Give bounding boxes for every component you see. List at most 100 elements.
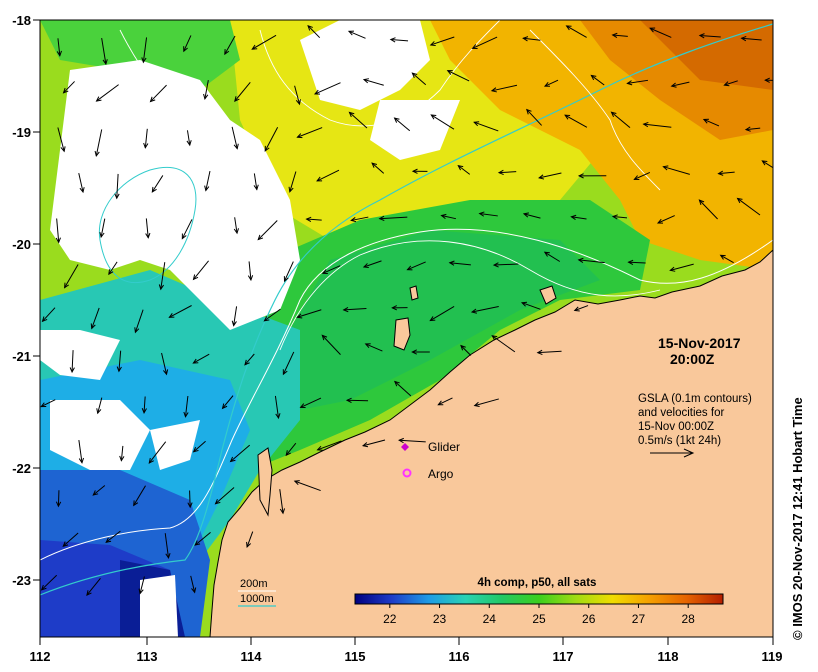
date-label: 15-Nov-2017 — [658, 335, 741, 351]
velocity-arrow — [670, 263, 694, 271]
velocity-arrow — [96, 84, 119, 102]
velocity-arrow — [657, 215, 675, 224]
velocity-arrow-head — [99, 232, 105, 239]
velocity-arrow — [472, 36, 498, 49]
velocity-arrow — [491, 84, 518, 92]
velocity-arrow — [297, 127, 323, 138]
velocity-arrow-head — [108, 269, 114, 276]
velocity-arrow-head — [296, 133, 303, 139]
velocity-arrow — [194, 532, 211, 546]
velocity-arrow — [379, 216, 408, 220]
velocity-arrow-head — [251, 44, 258, 50]
velocity-arrow — [134, 309, 144, 333]
velocity-arrow — [479, 212, 498, 217]
velocity-arrow-head — [102, 59, 108, 66]
cloud-west-2 — [50, 400, 150, 470]
velocity-arrow-head — [391, 305, 398, 311]
velocity-arrow — [430, 306, 455, 322]
velocity-arrow — [297, 309, 322, 318]
lon-tick-label: 112 — [30, 649, 51, 664]
velocity-arrow-head — [577, 257, 584, 263]
velocity-arrow-head — [233, 143, 239, 150]
velocity-arrow — [91, 307, 100, 329]
velocity-arrow-head — [293, 480, 300, 486]
velocity-arrow-head — [411, 349, 418, 355]
velocity-arrow — [183, 35, 192, 52]
map-layers — [40, 20, 773, 637]
velocity-arrow — [234, 82, 251, 102]
colorbar-tick-label: 24 — [483, 612, 497, 626]
barrow-island — [393, 317, 411, 351]
velocity-arrow-head — [148, 457, 154, 464]
velocity-arrow — [363, 260, 382, 268]
velocity-arrow — [737, 198, 761, 216]
velocity-arrow — [139, 576, 145, 594]
scale-arrow-icon — [650, 448, 695, 458]
velocity-arrow — [161, 352, 168, 375]
velocity-arrow-head — [275, 413, 281, 420]
velocity-arrow — [56, 218, 60, 243]
velocity-arrow-head — [321, 334, 328, 341]
velocity-arrow-head — [627, 259, 634, 266]
velocity-arrow-head — [55, 237, 61, 244]
velocity-arrow — [498, 171, 517, 174]
velocity-arrow-head — [564, 114, 571, 120]
velocity-arrow-head — [633, 175, 640, 181]
velocity-arrow — [205, 170, 211, 191]
velocity-arrow — [544, 79, 559, 87]
velocity-arrow-head — [520, 301, 528, 307]
velocity-arrow — [699, 34, 721, 38]
velocity-arrow — [474, 121, 499, 132]
velocity-arrow-head — [698, 33, 705, 39]
colorbar-tick-label: 28 — [682, 612, 696, 626]
velocity-arrow — [248, 261, 252, 280]
velocity-arrow — [390, 38, 409, 42]
velocity-arrow — [204, 80, 209, 99]
velocity-arrow — [612, 34, 628, 37]
velocity-arrow-head — [60, 146, 66, 153]
velocity-arrow — [471, 305, 499, 313]
velocity-arrow-head — [168, 313, 175, 318]
velocity-arrow — [116, 173, 119, 199]
velocity-arrow — [274, 395, 279, 419]
velocity-arrow — [97, 397, 103, 414]
velocity-arrow — [343, 308, 367, 311]
velocity-arrow-head — [389, 37, 396, 43]
velocity-arrow — [57, 38, 61, 56]
velocity-arrow — [441, 215, 456, 220]
velocity-arrow — [193, 260, 209, 280]
velocity-arrow — [193, 440, 206, 453]
lon-tick-label: 114 — [241, 649, 263, 664]
argo-label: Argo — [428, 467, 454, 481]
velocity-arrow-head — [283, 276, 289, 283]
velocity-arrow-head — [522, 212, 529, 218]
velocity-arrow-head — [257, 234, 264, 241]
velocity-arrow-head — [350, 217, 357, 223]
velocity-arrow — [371, 162, 385, 174]
velocity-arrow — [362, 439, 386, 447]
velocity-arrow-head — [78, 457, 85, 464]
velocity-arrow — [151, 175, 164, 193]
velocity-arrow-head — [204, 185, 210, 192]
velocity-arrow-head — [62, 541, 69, 547]
velocity-arrow-head — [119, 455, 125, 462]
colorbar-gradient — [354, 593, 724, 605]
velocity-arrow — [574, 305, 589, 311]
velocity-arrow — [95, 129, 103, 157]
velocity-arrow — [257, 220, 278, 240]
velocity-arrow-head — [229, 456, 236, 463]
lon-tick-label: 115 — [345, 649, 366, 664]
velocity-arrow-head — [492, 262, 499, 268]
velocity-arrow — [407, 261, 426, 271]
velocity-arrow-head — [740, 35, 747, 42]
velocity-arrow — [64, 264, 79, 288]
velocity-arrow — [294, 85, 300, 105]
velocity-arrow-head — [183, 46, 188, 53]
velocity-arrow-head — [471, 44, 478, 49]
velocity-arrow — [264, 308, 281, 322]
velocity-arrow-head — [95, 96, 102, 102]
lon-tick-label: 117 — [553, 649, 574, 664]
velocity-arrow — [611, 111, 631, 129]
velocity-arrow-head — [649, 27, 656, 33]
velocity-arrow — [703, 119, 720, 127]
